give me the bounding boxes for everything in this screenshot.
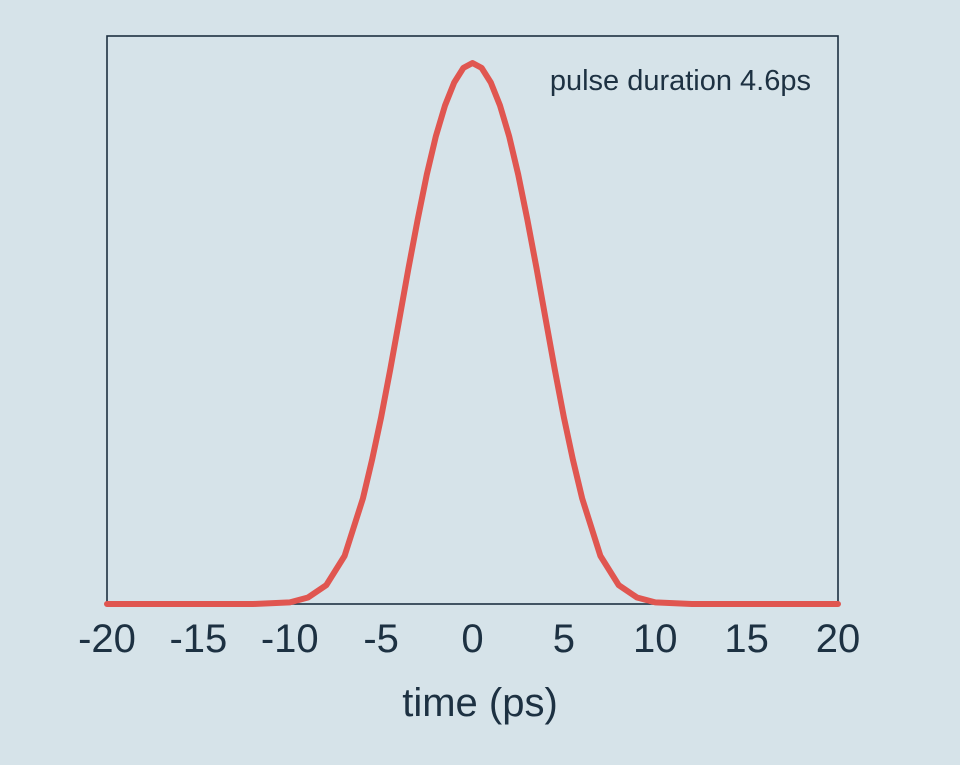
plot-area [104,35,841,607]
pulse-duration-annotation: pulse duration 4.6ps [550,65,811,97]
x-axis-label: time (ps) [402,681,558,725]
x-tick-label: 0 [461,617,483,661]
x-tick-label: -5 [363,617,399,661]
x-tick-label: 20 [816,617,861,661]
pulse-series-line [104,60,841,607]
x-tick-label: -10 [261,617,319,661]
plot-frame [106,35,839,605]
x-tick-label: -15 [169,617,227,661]
x-tick-label: -20 [78,617,136,661]
x-tick-label: 10 [633,617,678,661]
x-tick-label: 5 [553,617,575,661]
x-axis-ticks: -20 -15 -10 -5 0 5 10 15 20 [78,617,860,661]
x-tick-label: 15 [724,617,769,661]
